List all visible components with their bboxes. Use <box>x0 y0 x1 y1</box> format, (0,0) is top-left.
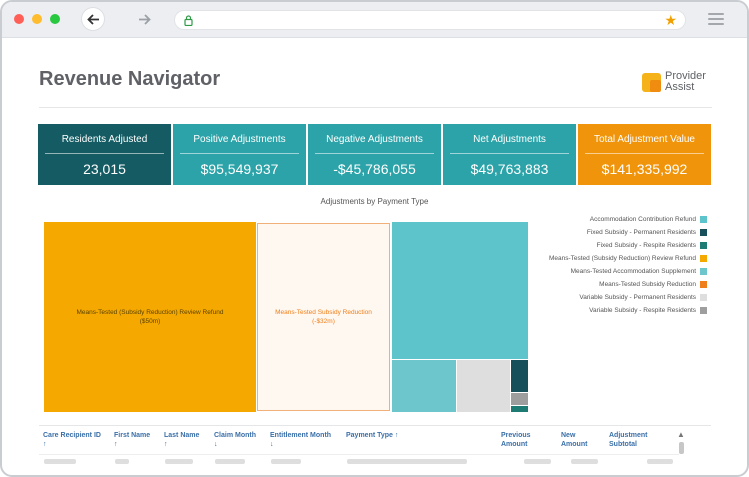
legend-label: Means-Tested (Subsidy Reduction) Review … <box>548 255 696 262</box>
legend-item[interactable]: Variable Subsidy - Respite Residents <box>510 304 710 317</box>
legend-item[interactable]: Means-Tested Accommodation Supplement <box>510 265 710 278</box>
payment-type-treemap: Means-Tested (Subsidy Reduction) Review … <box>44 222 528 412</box>
close-window-button[interactable] <box>14 14 24 24</box>
tile-label: Means-Tested (Subsidy Reduction) Review … <box>76 309 224 316</box>
legend-label: Variable Subsidy - Respite Residents <box>589 307 696 314</box>
column-header-entitlement-month[interactable]: Entitlement Month ↓ <box>270 432 332 448</box>
kpi-value: $49,763,883 <box>470 161 549 177</box>
kpi-value: $141,335,992 <box>601 161 688 177</box>
chart-legend: Accommodation Contribution Refund Fixed … <box>510 213 710 317</box>
hamburger-icon[interactable] <box>708 13 724 26</box>
tile-subsidy-reduction[interactable]: Means-Tested Subsidy Reduction (-$32m) <box>257 223 390 411</box>
legend-label: Accommodation Contribution Refund <box>589 216 696 223</box>
legend-label: Means-Tested Subsidy Reduction <box>599 281 696 288</box>
tile-fixed-respite[interactable] <box>511 406 528 412</box>
star-icon[interactable]: ★ <box>664 12 677 28</box>
legend-item[interactable]: Variable Subsidy - Permanent Residents <box>510 291 710 304</box>
legend-item[interactable]: Fixed Subsidy - Permanent Residents <box>510 226 710 239</box>
arrow-left-icon <box>86 13 99 25</box>
column-header-previous-amount[interactable]: Previous Amount <box>501 432 531 448</box>
tile-accommodation-supplement[interactable] <box>392 360 456 412</box>
back-button[interactable] <box>82 8 104 30</box>
legend-label: Fixed Subsidy - Respite Residents <box>596 242 696 249</box>
column-header-claim-month[interactable]: Claim Month ↓ <box>214 432 256 448</box>
logo-text-line2: Assist <box>665 81 695 93</box>
kpi-negative-adjustments: Negative Adjustments -$45,786,055 <box>308 124 441 185</box>
chart-title: Adjustments by Payment Type <box>320 197 429 206</box>
legend-item[interactable]: Means-Tested (Subsidy Reduction) Review … <box>510 252 710 265</box>
adjustments-table: Care Recipient ID ↑ First Name ↑ Last Name… <box>39 425 711 455</box>
column-header-care-recipient-id[interactable]: Care Recipient ID ↑ <box>43 432 101 448</box>
logo-text-line1: Provider <box>665 70 706 82</box>
column-header-last-name[interactable]: Last Name ↑ <box>164 432 200 448</box>
kpi-value: 23,015 <box>83 161 126 177</box>
arrow-right-icon <box>138 13 151 25</box>
header-divider <box>39 107 712 108</box>
column-header-new-amount[interactable]: New Amount <box>561 432 588 448</box>
tile-label: Means-Tested Subsidy Reduction <box>275 309 372 316</box>
page-title: Revenue Navigator <box>39 68 221 90</box>
tile-review-refund[interactable]: Means-Tested (Subsidy Reduction) Review … <box>44 222 256 412</box>
tile-value: ($50m) <box>139 318 161 325</box>
table-header: Care Recipient ID ↑ First Name ↑ Last Name… <box>39 425 711 455</box>
column-header-first-name[interactable]: First Name ↑ <box>114 432 151 448</box>
kpi-label: Positive Adjustments <box>193 134 286 145</box>
tile-value: (-$32m) <box>312 318 335 325</box>
kpi-positive-adjustments: Positive Adjustments $95,549,937 <box>173 124 306 185</box>
tile-fixed-permanent[interactable] <box>511 360 528 392</box>
kpi-cards: Residents Adjusted 23,015 Positive Adjus… <box>38 124 711 185</box>
legend-item[interactable]: Accommodation Contribution Refund <box>510 213 710 226</box>
kpi-net-adjustments: Net Adjustments $49,763,883 <box>443 124 576 185</box>
legend-label: Fixed Subsidy - Permanent Residents <box>586 229 696 236</box>
forward-button[interactable] <box>133 8 155 30</box>
legend-label: Variable Subsidy - Permanent Residents <box>579 294 696 301</box>
lock-icon <box>184 15 193 26</box>
kpi-total-adjustment-value: Total Adjustment Value $141,335,992 <box>578 124 711 185</box>
triangle-up-icon[interactable]: ▲ <box>677 430 685 439</box>
tile-variable-permanent[interactable] <box>457 360 510 412</box>
table-row[interactable] <box>39 454 679 468</box>
kpi-value: $95,549,937 <box>200 161 279 177</box>
minimize-window-button[interactable] <box>32 14 42 24</box>
kpi-label: Net Adjustments <box>473 134 546 145</box>
provider-assist-logo: Provider Assist <box>642 71 712 95</box>
browser-toolbar: ★ <box>2 2 747 38</box>
address-bar[interactable]: ★ <box>174 10 686 30</box>
legend-item[interactable]: Fixed Subsidy - Respite Residents <box>510 239 710 252</box>
tile-accommodation-contribution-refund[interactable] <box>392 222 528 359</box>
legend-label: Means-Tested Accommodation Supplement <box>570 268 696 275</box>
legend-item[interactable]: Means-Tested Subsidy Reduction <box>510 278 710 291</box>
table-scrollbar[interactable] <box>679 442 684 454</box>
column-header-adjustment-subtotal[interactable]: Adjustment Subtotal <box>609 432 648 448</box>
kpi-label: Negative Adjustments <box>326 134 423 145</box>
kpi-residents-adjusted: Residents Adjusted 23,015 <box>38 124 171 185</box>
maximize-window-button[interactable] <box>50 14 60 24</box>
column-header-payment-type[interactable]: Payment Type ↑ <box>346 432 399 439</box>
kpi-value: -$45,786,055 <box>333 161 416 177</box>
kpi-label: Residents Adjusted <box>61 134 148 145</box>
tile-variable-respite[interactable] <box>511 393 528 405</box>
kpi-label: Total Adjustment Value <box>594 134 695 145</box>
